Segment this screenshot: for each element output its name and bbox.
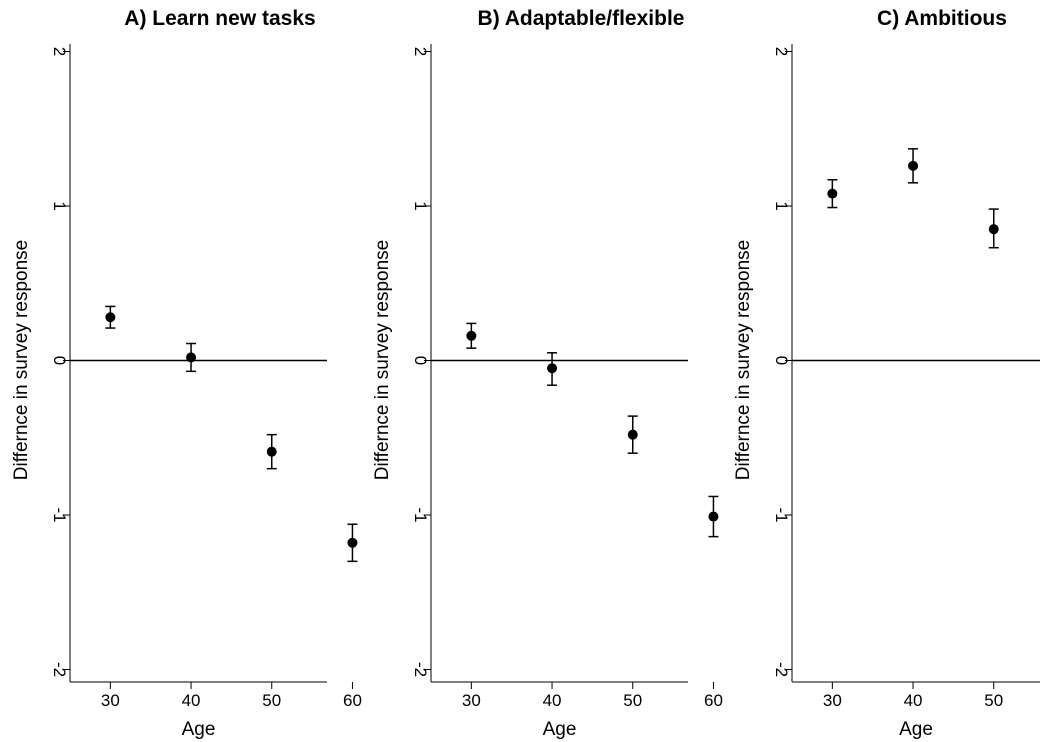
x-tick-label-ambitious: 30 <box>823 691 842 710</box>
y-axis-title-learn-new-tasks: Differnce in survey response <box>11 240 32 480</box>
chart-title-ambitious: C) Ambitious <box>877 7 1007 30</box>
y-tick-label-ambitious: 0 <box>772 356 791 365</box>
y-tick-label-ambitious: -1 <box>772 507 791 522</box>
y-tick-label-ambitious: -2 <box>772 662 791 677</box>
x-tick-label-adaptable-flexible: 40 <box>543 691 562 710</box>
x-tick-label-adaptable-flexible: 30 <box>462 691 481 710</box>
y-tick-label-adaptable-flexible: -1 <box>411 507 430 522</box>
x-tick-label-learn-new-tasks: 60 <box>343 691 362 710</box>
data-point-adaptable-flexible <box>627 429 638 440</box>
x-tick-label-learn-new-tasks: 50 <box>262 691 281 710</box>
data-point-learn-new-tasks <box>347 537 358 548</box>
y-tick-label-adaptable-flexible: 1 <box>411 201 430 210</box>
y-tick-label-learn-new-tasks: 2 <box>50 47 69 56</box>
y-tick-label-adaptable-flexible: -2 <box>411 662 430 677</box>
y-tick-label-learn-new-tasks: 0 <box>50 356 69 365</box>
chart-title-learn-new-tasks: A) Learn new tasks <box>124 7 315 30</box>
y-tick-label-adaptable-flexible: 0 <box>411 356 430 365</box>
y-tick-label-ambitious: 1 <box>772 201 791 210</box>
chart-title-adaptable-flexible: B) Adaptable/flexible <box>478 7 685 30</box>
panel-learn-new-tasks: A) Learn new tasks -2 -1 0 1 2 30 40 50 60 Age Diff… <box>11 7 362 740</box>
data-point-ambitious <box>827 188 838 199</box>
x-tick-label-ambitious: 40 <box>904 691 923 710</box>
data-point-adaptable-flexible <box>708 511 719 522</box>
data-point-adaptable-flexible <box>547 363 558 374</box>
x-tick-label-learn-new-tasks: 40 <box>182 691 201 710</box>
panel-adaptable-flexible: B) Adaptable/flexible -2 -1 0 1 2 30 40 50 60 Age D… <box>372 7 723 740</box>
data-point-ambitious <box>988 224 999 235</box>
data-point-learn-new-tasks <box>105 312 116 323</box>
data-point-learn-new-tasks <box>266 446 277 457</box>
y-axis-title-adaptable-flexible: Differnce in survey response <box>372 240 393 480</box>
x-tick-label-adaptable-flexible: 50 <box>623 691 642 710</box>
y-tick-label-adaptable-flexible: 2 <box>411 47 430 56</box>
x-axis-title-adaptable-flexible: Age <box>543 719 577 740</box>
x-tick-label-learn-new-tasks: 30 <box>101 691 120 710</box>
x-tick-label-adaptable-flexible: 60 <box>704 691 723 710</box>
y-tick-label-learn-new-tasks: -1 <box>50 507 69 522</box>
x-tick-label-ambitious: 50 <box>984 691 1003 710</box>
panel-ambitious: C) Ambitious-2-101230405060AgeDiffernce … <box>733 7 1040 740</box>
y-tick-label-ambitious: 2 <box>772 47 791 56</box>
x-axis-title-learn-new-tasks: Age <box>182 719 216 740</box>
y-tick-label-learn-new-tasks: -2 <box>50 662 69 677</box>
y-tick-label-learn-new-tasks: 1 <box>50 201 69 210</box>
data-point-adaptable-flexible <box>466 330 477 341</box>
x-axis-title-ambitious: Age <box>899 719 933 740</box>
data-point-ambitious <box>908 160 919 171</box>
data-point-learn-new-tasks <box>186 352 197 363</box>
y-axis-title-ambitious: Differnce in survey response <box>733 240 754 480</box>
